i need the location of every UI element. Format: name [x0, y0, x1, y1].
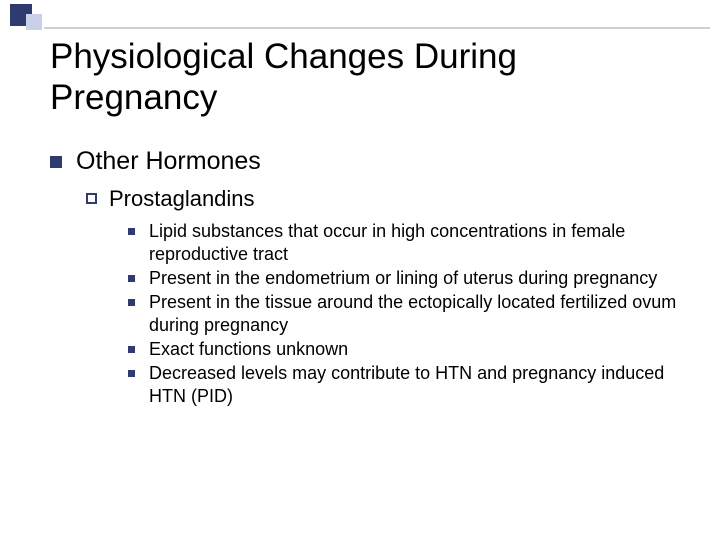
level3-text: Present in the tissue around the ectopic…: [149, 291, 690, 337]
level3-text: Decreased levels may contribute to HTN a…: [149, 362, 690, 408]
bullet-small-square-icon: [128, 275, 135, 282]
level3-text: Lipid substances that occur in high conc…: [149, 220, 690, 266]
bullet-filled-square-icon: [50, 156, 62, 168]
level3-list: Lipid substances that occur in high conc…: [128, 220, 690, 408]
decor-square-light: [26, 14, 42, 30]
level3-text: Exact functions unknown: [149, 338, 348, 361]
list-item-level3: Decreased levels may contribute to HTN a…: [128, 362, 690, 408]
list-item-level3: Exact functions unknown: [128, 338, 690, 361]
bullet-small-square-icon: [128, 370, 135, 377]
slide-content: Physiological Changes During Pregnancy O…: [50, 36, 690, 409]
list-item-level2: Prostaglandins: [86, 186, 690, 212]
slide-decoration: [0, 0, 720, 30]
list-item-level1: Other Hormones: [50, 147, 690, 176]
bullet-small-square-icon: [128, 299, 135, 306]
bullet-small-square-icon: [128, 346, 135, 353]
level2-text: Prostaglandins: [109, 186, 255, 212]
bullet-outline-square-icon: [86, 193, 97, 204]
level1-text: Other Hormones: [76, 147, 261, 176]
list-item-level3: Present in the endometrium or lining of …: [128, 267, 690, 290]
bullet-small-square-icon: [128, 228, 135, 235]
level3-text: Present in the endometrium or lining of …: [149, 267, 657, 290]
list-item-level3: Present in the tissue around the ectopic…: [128, 291, 690, 337]
slide-title: Physiological Changes During Pregnancy: [50, 36, 690, 119]
list-item-level3: Lipid substances that occur in high conc…: [128, 220, 690, 266]
decor-divider: [44, 27, 710, 29]
